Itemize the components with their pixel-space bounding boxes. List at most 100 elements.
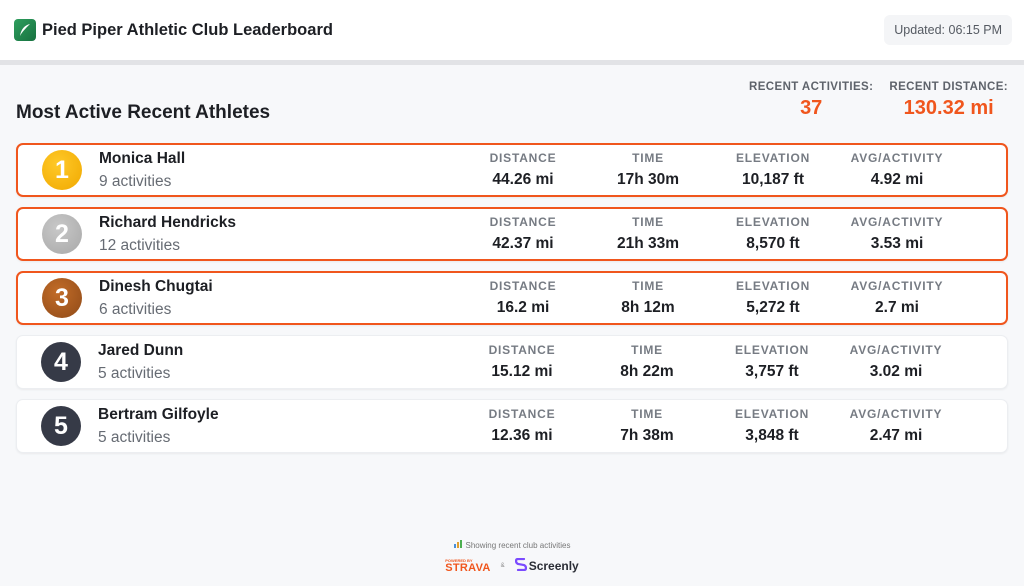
total-distance-value: 130.32 mi xyxy=(903,97,994,119)
rank-number: 3 xyxy=(55,283,69,312)
stat-elevation-value: 10,187 ft xyxy=(741,171,805,188)
stat-avg: AVG/ACTIVITY 4.92 mi xyxy=(837,151,957,189)
athlete-activities: 12 activities xyxy=(99,236,180,254)
updated-timestamp: Updated: 06:15 PM xyxy=(884,15,1012,45)
stat-avg: AVG/ACTIVITY 3.02 mi xyxy=(836,343,956,381)
strava-wordmark: STRAVA xyxy=(445,561,491,574)
stat-avg-value: 2.7 mi xyxy=(875,299,919,316)
stat-distance: DISTANCE 15.12 mi xyxy=(478,343,566,381)
rank-badge-icon: 3 xyxy=(42,278,82,318)
athlete-info: Jared Dunn 5 activities xyxy=(98,342,478,383)
athlete-info: Monica Hall 9 activities xyxy=(99,150,479,191)
athlete-name: Monica Hall xyxy=(99,149,186,167)
total-distance-label: RECENT DISTANCE: xyxy=(889,81,1008,93)
stat-avg-value: 2.47 mi xyxy=(869,427,923,444)
stat-distance: DISTANCE 12.36 mi xyxy=(478,407,566,445)
stat-elevation: ELEVATION 10,187 ft xyxy=(723,151,823,189)
stat-avg-label: AVG/ACTIVITY xyxy=(850,215,944,229)
stat-avg-value: 4.92 mi xyxy=(870,171,924,188)
athlete-stats: DISTANCE 16.2 mi TIME 8h 12m ELEVATION 5… xyxy=(479,279,1006,317)
screenly-wordmark: Screenly xyxy=(528,559,579,573)
footer-note: Showing recent club activities xyxy=(0,540,1024,550)
app-title: Pied Piper Athletic Club Leaderboard xyxy=(42,20,333,39)
stat-elevation-value: 8,570 ft xyxy=(746,235,800,252)
leaderboard-list: 1 Monica Hall 9 activities DISTANCE 44.2… xyxy=(0,143,1024,453)
stat-time-value: 8h 22m xyxy=(620,363,674,380)
powered-by-label: POWERED BY xyxy=(445,557,473,563)
stat-avg: AVG/ACTIVITY 3.53 mi xyxy=(837,215,957,253)
stat-time-value: 21h 33m xyxy=(616,235,680,252)
athlete-row: 4 Jared Dunn 5 activities DISTANCE 15.12… xyxy=(16,335,1008,389)
stat-elevation: ELEVATION 5,272 ft xyxy=(723,279,823,317)
stat-distance-label: DISTANCE xyxy=(489,279,557,293)
stat-time-label: TIME xyxy=(631,407,663,421)
total-distance: RECENT DISTANCE: 130.32 mi xyxy=(889,81,1008,145)
footer-note-text: Showing recent club activities xyxy=(465,540,571,550)
stat-elevation: ELEVATION 8,570 ft xyxy=(723,215,823,253)
stat-elevation-label: ELEVATION xyxy=(735,215,811,229)
stat-time: TIME 8h 12m xyxy=(603,279,693,317)
header-divider xyxy=(0,60,1024,65)
stat-distance-label: DISTANCE xyxy=(489,151,557,165)
stat-elevation-label: ELEVATION xyxy=(734,343,810,357)
stat-distance-value: 15.12 mi xyxy=(491,363,553,380)
stat-avg-value: 3.53 mi xyxy=(870,235,924,252)
athlete-name: Jared Dunn xyxy=(98,341,184,359)
stat-time-label: TIME xyxy=(631,343,663,357)
rank-number: 4 xyxy=(54,347,68,376)
stat-avg-label: AVG/ACTIVITY xyxy=(850,279,944,293)
athlete-name: Bertram Gilfoyle xyxy=(98,405,219,423)
rank-badge-icon: 4 xyxy=(41,342,81,382)
athlete-activities: 9 activities xyxy=(99,172,172,190)
athlete-stats: DISTANCE 12.36 mi TIME 7h 38m ELEVATION … xyxy=(478,407,1007,445)
rank-badge-icon: 1 xyxy=(42,150,82,190)
athlete-activities: 5 activities xyxy=(98,428,171,446)
stat-time-value: 8h 12m xyxy=(621,299,675,316)
strava-logo: POWERED BY STRAVA xyxy=(445,557,491,574)
bar-chart-icon xyxy=(453,540,462,550)
athlete-row: 5 Bertram Gilfoyle 5 activities DISTANCE… xyxy=(16,399,1008,453)
total-activities: RECENT ACTIVITIES: 37 xyxy=(749,81,873,145)
footer: Showing recent club activities POWERED B… xyxy=(0,540,1024,574)
athlete-info: Richard Hendricks 12 activities xyxy=(99,214,479,255)
athlete-stats: DISTANCE 42.37 mi TIME 21h 33m ELEVATION… xyxy=(479,215,1006,253)
screenly-icon xyxy=(514,557,527,574)
athlete-activities: 5 activities xyxy=(98,364,171,382)
totals: RECENT ACTIVITIES: 37 RECENT DISTANCE: 1… xyxy=(749,81,1008,145)
stat-time: TIME 21h 33m xyxy=(603,215,693,253)
athlete-row: 1 Monica Hall 9 activities DISTANCE 44.2… xyxy=(16,143,1008,197)
stat-distance-value: 44.26 mi xyxy=(492,171,554,188)
stat-time-value: 17h 30m xyxy=(616,171,680,188)
section-title: Most Active Recent Athletes xyxy=(16,102,271,123)
app-header: Pied Piper Athletic Club Leaderboard Upd… xyxy=(0,0,1024,60)
athlete-info: Bertram Gilfoyle 5 activities xyxy=(98,406,478,447)
stat-elevation-label: ELEVATION xyxy=(735,279,811,293)
athlete-stats: DISTANCE 44.26 mi TIME 17h 30m ELEVATION… xyxy=(479,151,1006,189)
stat-distance-value: 42.37 mi xyxy=(492,235,554,252)
stat-elevation-value: 3,848 ft xyxy=(745,427,799,444)
stat-distance-value: 12.36 mi xyxy=(491,427,553,444)
stat-avg-value: 3.02 mi xyxy=(869,363,923,380)
athlete-name: Richard Hendricks xyxy=(99,213,236,231)
stat-elevation-value: 5,272 ft xyxy=(746,299,800,316)
total-activities-label: RECENT ACTIVITIES: xyxy=(749,81,874,93)
stat-distance-label: DISTANCE xyxy=(488,407,556,421)
stat-elevation: ELEVATION 3,848 ft xyxy=(722,407,822,445)
stat-avg-label: AVG/ACTIVITY xyxy=(850,151,944,165)
athlete-stats: DISTANCE 15.12 mi TIME 8h 22m ELEVATION … xyxy=(478,343,1007,381)
stat-distance: DISTANCE 42.37 mi xyxy=(479,215,567,253)
stat-avg: AVG/ACTIVITY 2.47 mi xyxy=(836,407,956,445)
stat-elevation-value: 3,757 ft xyxy=(745,363,799,380)
stat-distance-label: DISTANCE xyxy=(488,343,556,357)
stat-time: TIME 17h 30m xyxy=(603,151,693,189)
stat-time-value: 7h 38m xyxy=(620,427,674,444)
stat-time: TIME 7h 38m xyxy=(602,407,692,445)
athlete-info: Dinesh Chugtai 6 activities xyxy=(99,278,479,319)
stat-elevation: ELEVATION 3,757 ft xyxy=(722,343,822,381)
rank-number: 1 xyxy=(55,155,69,184)
stat-distance: DISTANCE 16.2 mi xyxy=(479,279,567,317)
powered-by: POWERED BY STRAVA & Screenly xyxy=(0,557,1024,574)
screenly-logo: Screenly xyxy=(514,557,579,574)
rank-number: 2 xyxy=(55,219,69,248)
total-activities-value: 37 xyxy=(800,97,823,119)
